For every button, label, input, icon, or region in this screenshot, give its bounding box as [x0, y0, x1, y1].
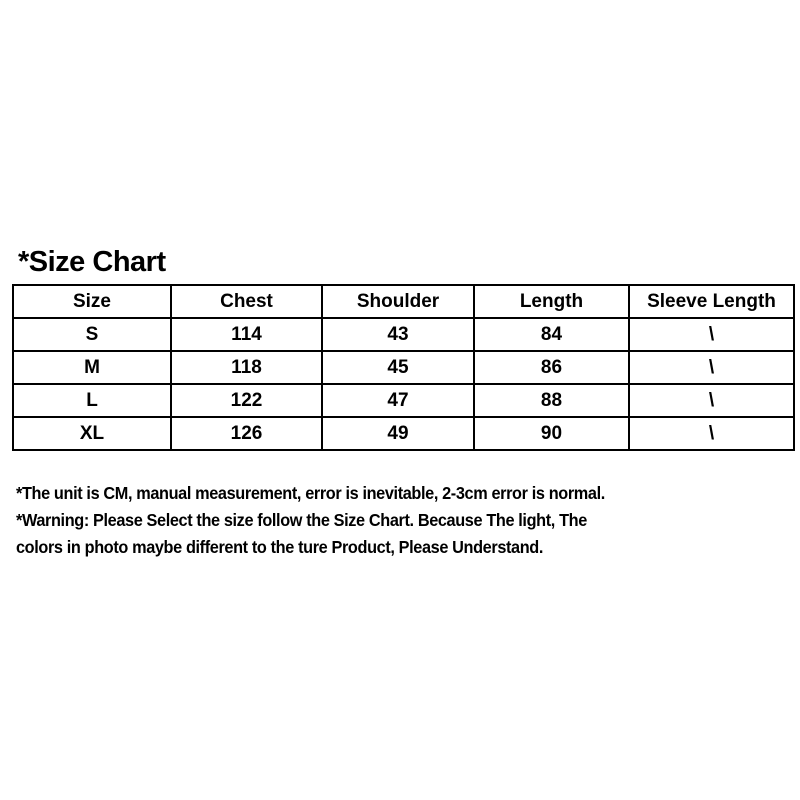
table-cell: 47: [321, 383, 475, 418]
table-cell: 84: [473, 317, 630, 352]
table-row: L 122 47 88 \: [12, 383, 795, 418]
page-title: *Size Chart: [18, 246, 166, 278]
header-cell: Chest: [170, 284, 323, 319]
table-row: M 118 45 86 \: [12, 350, 795, 385]
header-row: Size Chest Shoulder Length Sleeve Length: [12, 284, 795, 319]
table-cell: L: [12, 383, 172, 418]
table-row: S 114 43 84 \: [12, 317, 795, 352]
table-cell: 90: [473, 416, 630, 451]
table-cell: 122: [170, 383, 323, 418]
header-cell: Shoulder: [321, 284, 475, 319]
table-cell: 43: [321, 317, 475, 352]
table-row: XL 126 49 90 \: [12, 416, 795, 451]
header-cell: Sleeve Length: [628, 284, 795, 319]
header-cell: Length: [473, 284, 630, 319]
table-cell: 86: [473, 350, 630, 385]
table-cell: 88: [473, 383, 630, 418]
note-unit: *The unit is CM, manual measurement, err…: [16, 483, 605, 503]
table-cell: \: [628, 383, 795, 418]
table-cell: \: [628, 350, 795, 385]
table-cell: 118: [170, 350, 323, 385]
table-cell: 45: [321, 350, 475, 385]
table-cell: \: [628, 416, 795, 451]
table-cell: 114: [170, 317, 323, 352]
size-chart-table: Size Chest Shoulder Length Sleeve Length S 114…: [12, 284, 795, 451]
table-cell: \: [628, 317, 795, 352]
table-cell: 126: [170, 416, 323, 451]
table-cell: 49: [321, 416, 475, 451]
notes: *The unit is CM, manual measurement, err…: [16, 480, 649, 561]
header-cell: Size: [12, 284, 172, 319]
table-cell: M: [12, 350, 172, 385]
table-cell: XL: [12, 416, 172, 451]
table-cell: S: [12, 317, 172, 352]
note-warning: *Warning: Please Select the size follow …: [16, 510, 587, 530]
note-warning-cont: colors in photo maybe different to the t…: [16, 537, 544, 557]
